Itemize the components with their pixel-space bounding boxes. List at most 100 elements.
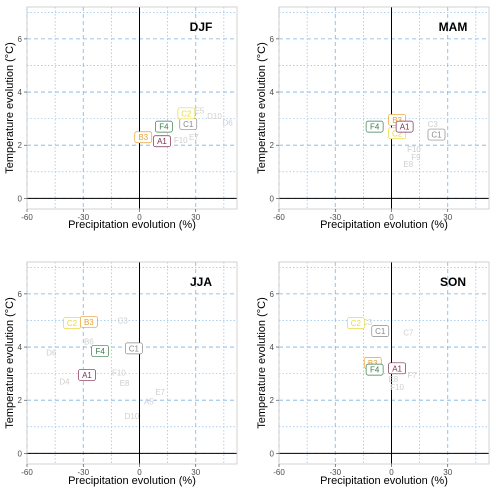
point-label-box (395, 120, 414, 133)
point-label-d4: D4 (59, 378, 70, 387)
plot-background (279, 262, 489, 464)
point-label-a1: A1 (153, 135, 171, 148)
point-label-text: B6 (84, 338, 94, 347)
point-label-c1: C1 (427, 128, 446, 141)
panel-border (26, 6, 238, 210)
x-tick-label: -30 (77, 468, 89, 477)
y-tick-label: 0 (270, 449, 275, 458)
point-label-text: F10 (112, 368, 126, 377)
x-tick-label: 30 (191, 468, 200, 477)
point-label-e8: E8 (388, 375, 398, 384)
x-axis-label: Precipitation evolution (%) (68, 475, 196, 487)
point-label-e7: E7 (155, 388, 165, 397)
y-tick-label: 2 (270, 141, 275, 150)
point-label-text: C1 (129, 344, 140, 353)
y-tick-label: 6 (270, 35, 275, 44)
point-label-text: F4 (370, 366, 380, 375)
y-tick-label: 2 (270, 396, 275, 405)
point-label-b3: B3 (134, 131, 153, 144)
point-label-text: A5 (144, 398, 154, 407)
point-label-f7: F7 (407, 371, 417, 380)
point-label-f10: F10 (112, 368, 126, 377)
point-label-text: C3 (118, 316, 129, 325)
x-tick-label: -60 (21, 213, 33, 222)
point-label-text: E7 (189, 133, 199, 142)
y-tick-label: 0 (18, 194, 23, 203)
point-label-text: D6 (46, 348, 57, 357)
panel-border (26, 261, 238, 465)
point-label-box (388, 362, 406, 375)
x-axis-label: Precipitation evolution (%) (68, 219, 196, 231)
y-tick-label: 4 (18, 88, 23, 97)
point-label-d6: D6 (223, 119, 234, 128)
point-label-f4: F4 (91, 345, 109, 357)
point-label-d10: D10 (207, 112, 222, 121)
point-label-text: C3 (362, 318, 373, 327)
panel-title: SON (440, 275, 466, 289)
x-tick-label: 0 (137, 213, 142, 222)
point-label-d10: D10 (125, 412, 140, 421)
point-label-c1: C1 (371, 325, 390, 337)
point-label-text: D6 (223, 119, 234, 128)
y-tick-label: 0 (270, 194, 275, 203)
point-label-box (365, 120, 384, 133)
x-tick-label: -30 (329, 468, 341, 477)
point-label-text: C2 (181, 109, 192, 118)
point-label-text: B3 (368, 359, 378, 368)
point-label-text: E5 (195, 107, 205, 116)
point-label-box (91, 345, 109, 357)
x-tick-label: -60 (21, 468, 33, 477)
point-label-text: A1 (82, 371, 92, 380)
point-label-text: C7 (403, 328, 414, 337)
y-tick-label: 6 (18, 290, 23, 299)
x-tick-label: 0 (389, 213, 394, 222)
point-label-c2: C2 (347, 317, 365, 329)
y-tick-label: 2 (18, 141, 23, 150)
y-tick-label: 6 (270, 290, 275, 299)
plot-background (27, 262, 237, 464)
y-tick-label: 0 (18, 449, 23, 458)
x-tick-label: 30 (443, 213, 452, 222)
point-label-f4: F4 (155, 120, 173, 133)
point-label-text: E8 (403, 160, 413, 169)
x-tick-label: 30 (443, 468, 452, 477)
point-label-e7: E7 (189, 133, 199, 142)
point-label-b3: B3 (80, 315, 98, 328)
x-tick-label: -60 (273, 213, 285, 222)
x-tick-label: -30 (329, 213, 341, 222)
panel-title: JJA (190, 275, 212, 289)
point-label-text: C1 (375, 327, 386, 336)
point-label-text: B3 (84, 318, 94, 327)
point-label-c3: C3 (362, 318, 373, 327)
point-label-a5: A5 (144, 398, 154, 407)
x-tick-label: 0 (137, 468, 142, 477)
y-tick-label: 6 (18, 35, 23, 44)
point-label-text: B3 (392, 116, 402, 125)
point-label-text: B3 (138, 133, 148, 142)
point-label-c7: C7 (403, 328, 414, 337)
point-label-box (347, 317, 365, 329)
point-label-text: F7 (407, 371, 417, 380)
point-label-c3: C3 (118, 316, 129, 325)
point-label-text: A1 (400, 123, 410, 132)
point-label-c1: C1 (125, 342, 143, 355)
point-label-c1: C1 (179, 118, 198, 130)
panel-jja: -60 -30 0 30 0 2 4 6 Precipitation evolution (%)… (4, 261, 238, 487)
point-label-text: E8 (120, 379, 130, 388)
point-label-text: D10 (125, 412, 140, 421)
point-label-text: F10 (390, 383, 404, 392)
point-label-f4: F4 (365, 120, 384, 133)
point-label-a1: A1 (78, 369, 96, 381)
point-label-text: C2 (392, 129, 403, 138)
point-label-b6: B6 (84, 338, 94, 347)
point-label-c3: C3 (428, 120, 439, 129)
x-axis-label: Precipitation evolution (%) (320, 219, 448, 231)
x-tick-label: -30 (77, 213, 89, 222)
point-label-box (80, 315, 98, 328)
point-label-text: C1 (183, 120, 194, 129)
point-label-a1: A1 (395, 120, 414, 133)
point-label-text: F10 (407, 145, 421, 154)
point-label-text: D4 (59, 378, 70, 387)
point-label-a1: A1 (388, 362, 406, 375)
